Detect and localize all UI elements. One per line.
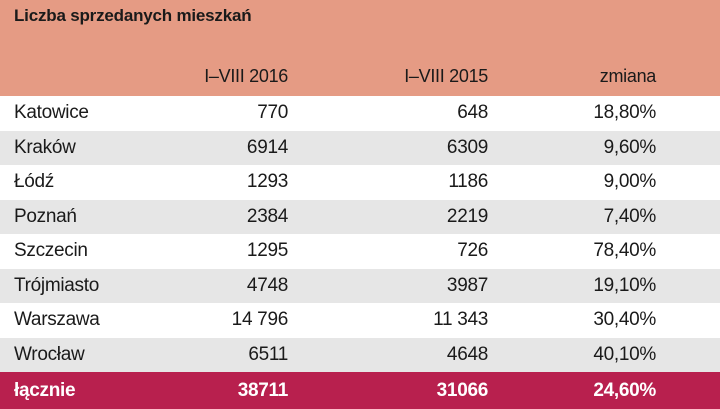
value-2016-cell: 1293: [246, 171, 288, 192]
table-row: Warszawa 14 796 11 343 30,40%: [0, 303, 720, 338]
value-2016-cell: 4748: [246, 274, 288, 296]
value-2015-cell: 648: [457, 102, 488, 123]
total-2016-cell: 38711: [237, 380, 289, 401]
change-cell: 9,60%: [603, 136, 657, 158]
value-2016-cell: 770: [257, 102, 288, 123]
change-cell: 78,40%: [593, 240, 656, 261]
change-cell: 18,80%: [593, 102, 656, 123]
table-body: Katowice 770 648 18,80% Kraków 6914 6309…: [0, 96, 720, 409]
change-cell: 9,00%: [603, 171, 657, 192]
total-row: łącznie 38711 31066 24,60%: [0, 372, 720, 409]
city-cell: Katowice: [14, 102, 89, 123]
city-cell: Kraków: [14, 136, 76, 158]
table-row: Wrocław 6511 4648 40,10%: [0, 337, 720, 372]
city-cell: Trójmiasto: [14, 274, 99, 296]
table-row: Katowice 770 648 18,80%: [0, 96, 720, 131]
value-2015-cell: 4648: [446, 343, 488, 365]
value-2015-cell: 2219: [446, 205, 488, 227]
value-2015-cell: 726: [457, 240, 488, 261]
table-row: Szczecin 1295 726 78,40%: [0, 234, 720, 269]
value-2015-cell: 11 343: [433, 309, 488, 330]
table-row: Poznań 2384 2219 7,40%: [0, 199, 720, 234]
value-2016-cell: 6511: [248, 343, 288, 365]
value-2015-cell: 1186: [448, 171, 488, 192]
total-label: łącznie: [14, 380, 76, 401]
value-2016-cell: 1295: [246, 240, 288, 261]
value-2015-cell: 3987: [446, 274, 488, 296]
city-cell: Warszawa: [14, 309, 100, 330]
total-change-cell: 24,60%: [593, 380, 656, 401]
total-2015-cell: 31066: [436, 380, 489, 401]
column-header-2016: I–VIII 2016: [204, 66, 288, 86]
table-header: Liczba sprzedanych mieszkań I–VIII 2016 …: [0, 0, 720, 96]
city-cell: Wrocław: [14, 343, 85, 365]
value-2015-cell: 6309: [446, 136, 488, 158]
table-row: Łódź 1293 1186 9,00%: [0, 165, 720, 200]
column-header-2015: I–VIII 2015: [404, 66, 488, 86]
table-row: Trójmiasto 4748 3987 19,10%: [0, 268, 720, 303]
change-cell: 40,10%: [593, 343, 656, 365]
value-2016-cell: 2384: [246, 205, 288, 227]
column-header-change: zmiana: [599, 66, 657, 86]
value-2016-cell: 6914: [246, 136, 288, 158]
change-cell: 19,10%: [593, 274, 656, 296]
city-cell: Szczecin: [14, 240, 88, 261]
value-2016-cell: 14 796: [231, 309, 289, 330]
change-cell: 7,40%: [603, 205, 657, 227]
table-row: Kraków 6914 6309 9,60%: [0, 130, 720, 165]
city-cell: Poznań: [14, 205, 77, 227]
change-cell: 30,40%: [593, 309, 656, 330]
city-cell: Łódź: [14, 171, 55, 192]
table-title: Liczba sprzedanych mieszkań: [14, 6, 252, 25]
